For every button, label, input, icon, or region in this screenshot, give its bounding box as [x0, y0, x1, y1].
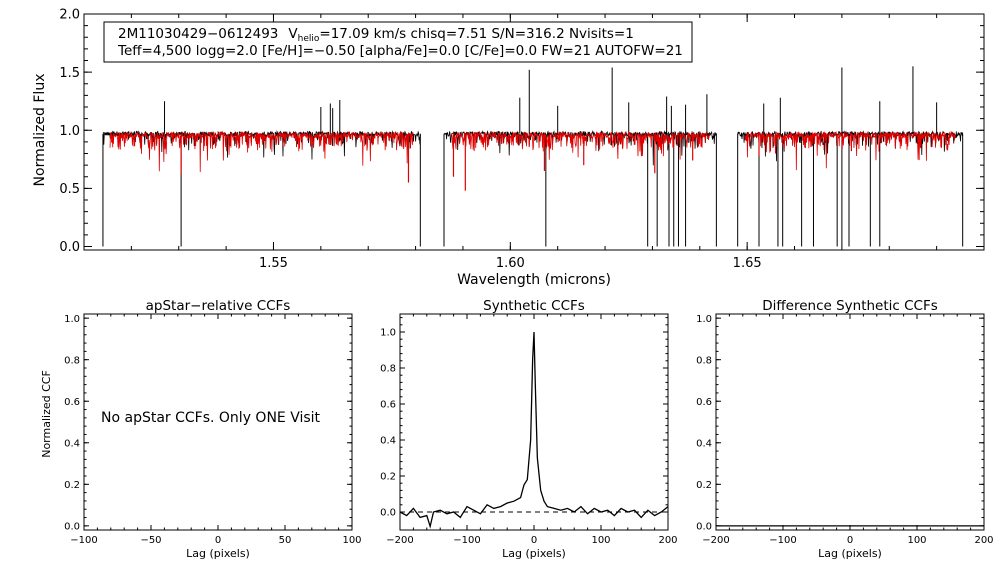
x-tick-label: 1.65 — [733, 256, 762, 271]
spectrum-info-box: 2M11030429−0612493 Vhelio=17.09 km/s chis… — [103, 21, 693, 63]
y-tick-label: 2.0 — [59, 8, 80, 23]
y-tick-label: 0.6 — [696, 397, 712, 408]
x-tick-label: 200 — [658, 535, 677, 546]
object-id: 2M11030429−0612493 — [118, 26, 278, 42]
y-tick-label: 0.0 — [696, 521, 712, 532]
x-tick-label: 0 — [215, 535, 221, 546]
spectrum-ticks: 1.55 1.60 1.65 0.0 0.5 1.0 1.5 2.0 — [59, 8, 985, 271]
x-tick-label: −200 — [386, 535, 413, 546]
x-tick-label: −50 — [140, 535, 161, 546]
info-box-line-2: Teff=4,500 logg=2.0 [Fe/H]=−0.50 [alpha/… — [117, 43, 683, 59]
difference-ccf-panel: Difference Synthetic CCFs −200 −100 0 100 20… — [696, 298, 993, 560]
model-spectrum-chip-1 — [109, 130, 414, 172]
synthetic-ccf-x-axis-label: Lag (pixels) — [502, 547, 566, 560]
x-tick-label: −100 — [70, 535, 97, 546]
y-tick-label: 0.0 — [59, 240, 80, 255]
x-tick-label: 1.60 — [496, 256, 525, 271]
y-tick-label: 1.5 — [59, 66, 80, 81]
y-tick-label: 0.4 — [696, 438, 712, 449]
y-tick-label: 0.2 — [380, 472, 396, 483]
y-tick-label: 1.0 — [696, 314, 712, 325]
spectrum-y-axis-label: Normalized Flux — [32, 74, 48, 187]
x-tick-label: 1.55 — [259, 256, 288, 271]
x-tick-label: −200 — [702, 535, 729, 546]
difference-ccf-title: Difference Synthetic CCFs — [762, 298, 938, 314]
y-tick-label: 0.4 — [380, 436, 396, 447]
synthetic-ccf-curve — [399, 331, 669, 529]
x-tick-label: 50 — [279, 535, 292, 546]
info-box-frame — [103, 21, 693, 63]
y-tick-label: 1.0 — [380, 328, 396, 339]
x-tick-label: 100 — [591, 535, 610, 546]
x-tick-label: 0 — [847, 535, 853, 546]
x-tick-label: −100 — [453, 535, 480, 546]
apstar-ccf-ticks: −100 −50 0 50 100 0.0 0.2 0.4 0.6 0.8 1.0 — [64, 314, 361, 546]
synthetic-ccf-plot-area — [399, 331, 669, 529]
y-tick-label: 0.4 — [64, 438, 80, 449]
x-tick-label: 200 — [974, 535, 993, 546]
y-tick-label: 0.2 — [696, 480, 712, 491]
spectrum-frame — [83, 13, 985, 251]
synthetic-ccf-ticks: −200 −100 0 100 200 0.0 0.2 0.4 0.6 0.8 1.0 — [380, 314, 678, 546]
spectrum-panel: 1.55 1.60 1.65 0.0 0.5 1.0 1.5 2.0 2M11030429−0… — [32, 8, 985, 288]
x-tick-label: −100 — [769, 535, 796, 546]
observed-spectrum-chip-2 — [443, 129, 717, 166]
model-spectrum-chip-3 — [744, 130, 956, 171]
apstar-ccf-title: apStar−relative CCFs — [146, 298, 291, 314]
y-tick-label: 0.8 — [696, 355, 712, 366]
x-tick-label: 0 — [531, 535, 537, 546]
synthetic-ccf-title: Synthetic CCFs — [483, 298, 585, 314]
y-tick-label: 0.6 — [64, 397, 80, 408]
synthetic-ccf-panel: Synthetic CCFs −200 −100 0 100 200 0.0 0.2 0.4 0… — [380, 298, 677, 560]
y-tick-label: 0.0 — [64, 521, 80, 532]
spectrum-x-axis-label: Wavelength (microns) — [457, 272, 611, 288]
apstar-ccf-panel: apStar−relative CCFs −100 −50 0 50 100 0.0 0.2… — [40, 298, 362, 560]
y-tick-label: 0.2 — [64, 480, 80, 491]
y-tick-label: 1.0 — [64, 314, 80, 325]
y-tick-label: 0.8 — [380, 364, 396, 375]
y-tick-label: 0.0 — [380, 508, 396, 519]
difference-ccf-ticks: −200 −100 0 100 200 0.0 0.2 0.4 0.6 0.8 1.0 — [696, 314, 993, 546]
y-tick-label: 0.5 — [59, 182, 80, 197]
y-tick-label: 1.0 — [59, 124, 80, 139]
x-tick-label: 100 — [342, 535, 361, 546]
y-tick-label: 0.8 — [64, 355, 80, 366]
vhelio-prefix: V — [288, 26, 298, 42]
spectrum-plot-area — [102, 66, 964, 247]
model-spectrum-chip-2 — [450, 130, 710, 160]
apstar-ccf-no-data-note: No apStar CCFs. Only ONE Visit — [101, 410, 321, 426]
vhelio-and-stats: =17.09 km/s chisq=7.51 S/N=316.2 Nvisits… — [319, 26, 633, 42]
difference-ccf-x-axis-label: Lag (pixels) — [818, 547, 882, 560]
x-tick-label: 100 — [907, 535, 926, 546]
apstar-ccf-y-axis-label: Normalized CCF — [40, 370, 53, 458]
info-box-line-1: 2M11030429−0612493 Vhelio=17.09 km/s chis… — [118, 26, 634, 44]
y-tick-label: 0.6 — [380, 400, 396, 411]
vhelio-subscript: helio — [298, 34, 320, 44]
apstar-ccf-x-axis-label: Lag (pixels) — [186, 547, 250, 560]
